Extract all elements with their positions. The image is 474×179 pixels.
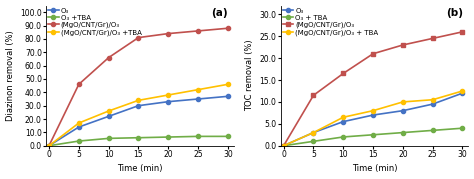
O₃ +TBA bbox=[106, 137, 111, 139]
O₃ bbox=[400, 110, 406, 112]
O₃ bbox=[281, 145, 286, 147]
(MgO/CNT/Gr)/O₃ + TBA bbox=[460, 90, 465, 92]
(MgO/CNT/Gr)/O₃ + TBA bbox=[400, 101, 406, 103]
O₃ bbox=[430, 103, 436, 105]
O₃ +TBA bbox=[136, 137, 141, 139]
(MgO/CNT/Gr)/O₃ + TBA bbox=[340, 116, 346, 118]
O₃ bbox=[76, 126, 82, 128]
(MgO/CNT/Gr)/O₃ bbox=[76, 83, 82, 85]
O₃ + TBA bbox=[460, 127, 465, 129]
(MgO/CNT/Gr)/O₃ bbox=[195, 30, 201, 32]
O₃ + TBA bbox=[370, 134, 376, 136]
(MgO/CNT/Gr)/O₃ +TBA bbox=[165, 94, 171, 96]
Y-axis label: Diazinon removal (%): Diazinon removal (%) bbox=[6, 30, 15, 121]
O₃ bbox=[46, 145, 52, 147]
(MgO/CNT/Gr)/O₃ bbox=[460, 31, 465, 33]
O₃ bbox=[460, 92, 465, 94]
(MgO/CNT/Gr)/O₃ bbox=[310, 94, 316, 96]
Legend: O₃, O₃ +TBA, (MgO/CNT/Gr)/O₃, (MgO/CNT/Gr)/O₃ +TBA: O₃, O₃ +TBA, (MgO/CNT/Gr)/O₃, (MgO/CNT/G… bbox=[47, 7, 142, 37]
(MgO/CNT/Gr)/O₃ + TBA bbox=[310, 132, 316, 134]
Line: O₃ + TBA: O₃ + TBA bbox=[282, 126, 465, 148]
(MgO/CNT/Gr)/O₃ bbox=[165, 33, 171, 35]
(MgO/CNT/Gr)/O₃ bbox=[46, 145, 52, 147]
O₃ + TBA bbox=[400, 132, 406, 134]
(MgO/CNT/Gr)/O₃ +TBA bbox=[136, 99, 141, 101]
O₃ bbox=[340, 121, 346, 123]
(MgO/CNT/Gr)/O₃ bbox=[281, 145, 286, 147]
O₃ +TBA bbox=[165, 136, 171, 138]
Line: O₃: O₃ bbox=[282, 91, 465, 148]
(MgO/CNT/Gr)/O₃ bbox=[340, 72, 346, 74]
O₃ + TBA bbox=[310, 140, 316, 142]
O₃ + TBA bbox=[281, 145, 286, 147]
O₃ bbox=[310, 132, 316, 134]
(MgO/CNT/Gr)/O₃ + TBA bbox=[430, 99, 436, 101]
(MgO/CNT/Gr)/O₃ bbox=[136, 37, 141, 39]
Line: O₃ +TBA: O₃ +TBA bbox=[47, 134, 230, 148]
(MgO/CNT/Gr)/O₃ +TBA bbox=[76, 122, 82, 124]
O₃ +TBA bbox=[195, 135, 201, 137]
(MgO/CNT/Gr)/O₃ +TBA bbox=[195, 89, 201, 91]
Line: (MgO/CNT/Gr)/O₃: (MgO/CNT/Gr)/O₃ bbox=[282, 30, 465, 148]
O₃ bbox=[370, 114, 376, 116]
X-axis label: Time (min): Time (min) bbox=[117, 165, 163, 173]
O₃ bbox=[136, 105, 141, 107]
O₃ +TBA bbox=[46, 145, 52, 147]
O₃ + TBA bbox=[430, 129, 436, 131]
O₃ +TBA bbox=[76, 140, 82, 142]
Line: O₃: O₃ bbox=[47, 94, 230, 148]
(MgO/CNT/Gr)/O₃ bbox=[370, 53, 376, 55]
Line: (MgO/CNT/Gr)/O₃ + TBA: (MgO/CNT/Gr)/O₃ + TBA bbox=[282, 89, 465, 148]
(MgO/CNT/Gr)/O₃ + TBA bbox=[281, 145, 286, 147]
Text: (b): (b) bbox=[446, 8, 463, 18]
Legend: O₃, O₃ + TBA, (MgO/CNT/Gr)/O₃, (MgO/CNT/Gr)/O₃ + TBA: O₃, O₃ + TBA, (MgO/CNT/Gr)/O₃, (MgO/CNT/… bbox=[282, 7, 379, 37]
O₃ bbox=[195, 98, 201, 100]
O₃ +TBA bbox=[225, 135, 231, 137]
Y-axis label: TOC removal (%): TOC removal (%) bbox=[245, 40, 254, 112]
(MgO/CNT/Gr)/O₃ +TBA bbox=[225, 83, 231, 85]
(MgO/CNT/Gr)/O₃ bbox=[106, 57, 111, 59]
O₃ + TBA bbox=[340, 136, 346, 138]
(MgO/CNT/Gr)/O₃ bbox=[225, 27, 231, 29]
(MgO/CNT/Gr)/O₃ bbox=[400, 44, 406, 46]
O₃ bbox=[165, 101, 171, 103]
(MgO/CNT/Gr)/O₃ +TBA bbox=[106, 110, 111, 112]
X-axis label: Time (min): Time (min) bbox=[352, 165, 397, 173]
O₃ bbox=[225, 95, 231, 97]
Line: (MgO/CNT/Gr)/O₃ +TBA: (MgO/CNT/Gr)/O₃ +TBA bbox=[47, 82, 230, 148]
(MgO/CNT/Gr)/O₃ + TBA bbox=[370, 110, 376, 112]
Line: (MgO/CNT/Gr)/O₃: (MgO/CNT/Gr)/O₃ bbox=[47, 26, 230, 148]
O₃ bbox=[106, 115, 111, 117]
(MgO/CNT/Gr)/O₃ +TBA bbox=[46, 145, 52, 147]
Text: (a): (a) bbox=[211, 8, 228, 18]
(MgO/CNT/Gr)/O₃ bbox=[430, 37, 436, 40]
